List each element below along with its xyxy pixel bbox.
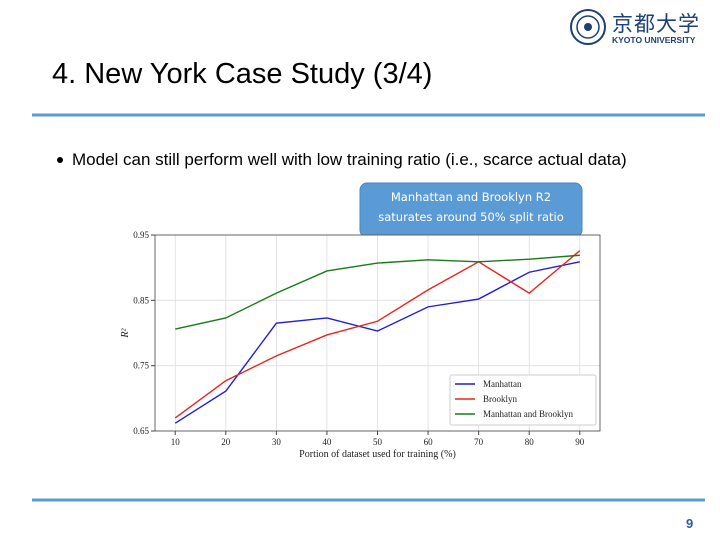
- x-tick-label: 50: [373, 437, 383, 447]
- bullet-text: Model can still perform well with low tr…: [72, 150, 627, 169]
- legend-box: [449, 374, 597, 426]
- y-tick-label: 0.85: [133, 295, 149, 305]
- x-tick-label: 60: [424, 437, 434, 447]
- y-tick-label: 0.95: [133, 230, 149, 240]
- x-tick-label: 80: [525, 437, 535, 447]
- series-line: [175, 254, 580, 330]
- legend-label: Manhattan and Brooklyn: [483, 409, 573, 419]
- x-tick-label: 30: [272, 437, 282, 447]
- page-number: 9: [686, 516, 694, 531]
- logo-text: 京都大学: [612, 12, 700, 36]
- x-axis-label: Portion of dataset used for training (%): [299, 449, 456, 460]
- series-line: [174, 250, 581, 419]
- x-tick-label: 70: [474, 437, 484, 447]
- y-tick-label: 0.65: [133, 426, 149, 436]
- callout-text: Manhattan and Brooklyn R2 saturates arou…: [378, 190, 564, 224]
- chart: 0.65 0.75 0.85 0.95 10 20 30 40 50 60 70 80 90 Portio…: [120, 230, 601, 460]
- y-tick-label: 0.75: [133, 361, 149, 371]
- x-tick-label: 90: [575, 437, 585, 447]
- x-tick-label: 40: [322, 437, 332, 447]
- plot-frame: [154, 234, 601, 432]
- logo-emblem: [570, 9, 606, 45]
- series-line: [174, 261, 580, 424]
- x-tick-label: 10: [171, 437, 181, 447]
- y-axis-label: R²: [120, 327, 131, 338]
- x-tick-label: 20: [221, 437, 231, 447]
- slide-title: 4. New York Case Study (3/4): [52, 58, 433, 90]
- logo-subtext: KYOTO UNIVERSITY: [612, 35, 696, 45]
- bullet-dot: [57, 157, 63, 163]
- legend-label: Brooklyn: [483, 394, 518, 404]
- legend-label: Manhattan: [483, 379, 522, 389]
